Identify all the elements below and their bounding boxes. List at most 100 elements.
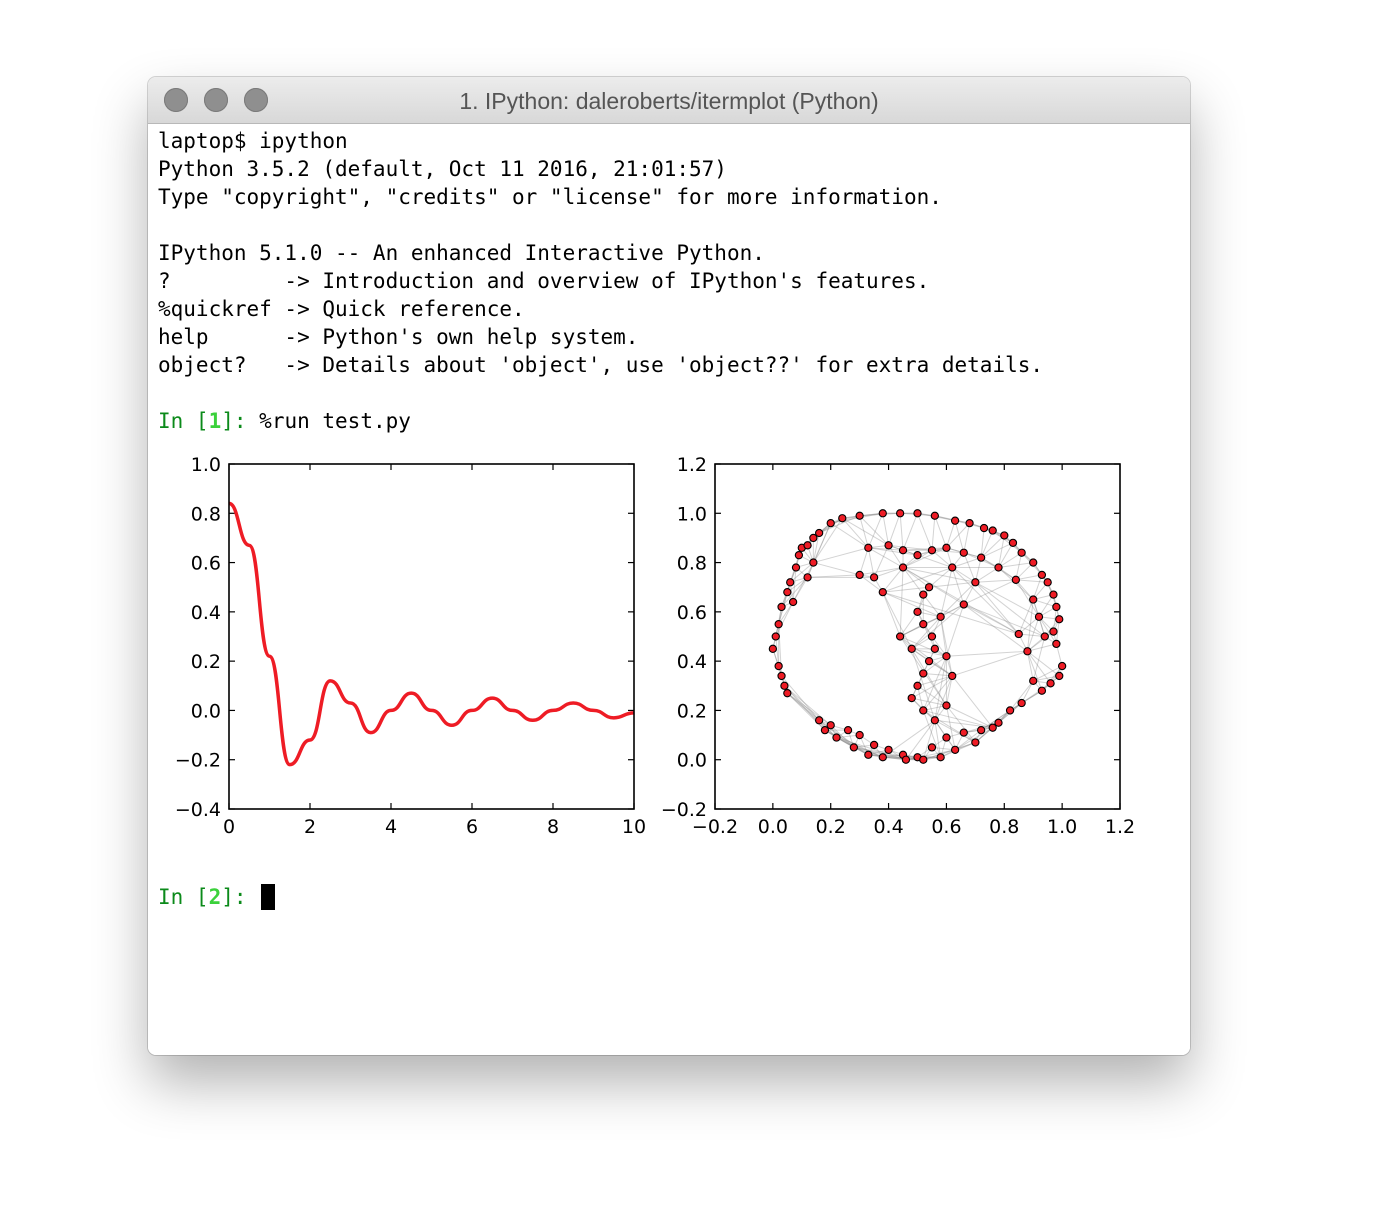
edge (841, 517, 869, 549)
edge (951, 567, 976, 583)
data-point (1052, 639, 1061, 649)
edge (1009, 680, 1034, 711)
edge (917, 587, 930, 613)
edge (911, 697, 947, 706)
data-point (864, 750, 873, 759)
edge (786, 692, 820, 721)
terminal-content[interactable]: laptop$ ipython Python 3.5.2 (default, O… (148, 124, 1190, 1055)
edge (787, 576, 808, 593)
data-point (1029, 558, 1038, 567)
edge (899, 611, 918, 637)
edge (902, 567, 976, 583)
data-point (1034, 612, 1044, 621)
y-tick-label: 0.8 (677, 553, 707, 575)
data-point (1011, 575, 1021, 584)
data-point (878, 587, 887, 597)
edge (899, 567, 904, 637)
input-prompt-2[interactable]: In [2]: (158, 883, 276, 911)
data-point (930, 716, 940, 725)
edge (824, 729, 869, 756)
edge (946, 705, 993, 729)
edge (954, 729, 982, 751)
data-point (927, 632, 937, 641)
line-chart: 0 2 4 6 8 10 1.0 0.8 0.6 0.4 0.2 0.0 −0.2 −0.4 (175, 454, 646, 838)
data-point (788, 597, 798, 607)
data-point (971, 738, 980, 747)
edge (923, 709, 993, 729)
edge (975, 581, 1040, 618)
x-tick-label: 2 (304, 816, 316, 838)
data-point (1000, 531, 1009, 540)
data-point (988, 526, 997, 535)
edge (888, 513, 901, 546)
edge (882, 591, 941, 618)
edge (1015, 552, 1023, 580)
edge (992, 530, 1022, 554)
edge (952, 557, 982, 568)
data-point (1008, 538, 1018, 548)
x-tick-label: 4 (385, 816, 397, 838)
data-point (1055, 615, 1064, 624)
data-point (1005, 706, 1015, 715)
edge (998, 552, 1022, 568)
close-button[interactable] (164, 88, 188, 112)
data-point (994, 563, 1003, 572)
edge (867, 547, 875, 578)
edge (946, 522, 970, 549)
data-point (786, 578, 795, 587)
edge (873, 545, 890, 578)
data-point (907, 693, 916, 703)
terminal-line: Type "copyright", "credits" or "license"… (158, 185, 942, 209)
data-point (919, 706, 928, 715)
edge (934, 720, 942, 758)
edge (946, 650, 1028, 657)
edge (807, 522, 832, 578)
x-tick-label: 10 (622, 816, 646, 838)
data-point (1049, 627, 1058, 636)
edge (1018, 633, 1045, 637)
data-point (927, 546, 937, 555)
edge (792, 562, 814, 603)
edge (934, 719, 976, 743)
edge (784, 685, 832, 726)
edge (931, 549, 953, 568)
data-point (1040, 632, 1049, 641)
edge (940, 616, 947, 657)
edge (868, 547, 904, 551)
data-point (942, 701, 951, 710)
edge (781, 577, 808, 608)
edge (775, 601, 794, 637)
edge (807, 574, 860, 578)
data-point (878, 753, 887, 762)
edge (940, 567, 953, 617)
edge (899, 636, 953, 677)
y-tick-label: 0.4 (191, 602, 221, 624)
minimize-button[interactable] (204, 88, 228, 112)
plot-frame (228, 463, 635, 810)
data-point (919, 590, 928, 599)
data-point (1052, 602, 1061, 612)
data-point (919, 620, 928, 629)
text-cursor (261, 884, 276, 910)
edge (911, 616, 942, 650)
edge (951, 567, 1020, 635)
input-prompt-1: In [1]: %run test.py (158, 407, 411, 435)
data-point (924, 583, 934, 592)
edge (952, 650, 1028, 677)
data-point (950, 516, 960, 525)
scatter-chart: −0.2 0.0 0.2 0.4 0.6 0.8 1.0 1.2 1.2 1.0 0.8 0.6 0.4… (661, 454, 1135, 838)
edge (775, 636, 780, 667)
data-point (913, 607, 922, 617)
edge (867, 513, 884, 548)
edge (1015, 579, 1048, 583)
edge (963, 552, 976, 583)
edge (1018, 599, 1034, 635)
edge (818, 515, 860, 534)
zoom-button[interactable] (244, 88, 268, 112)
y-tick-label: 0.0 (191, 700, 221, 722)
edge (902, 567, 1019, 635)
data-point (971, 578, 980, 587)
title-bar[interactable]: 1. IPython: daleroberts/itermplot (Pytho… (148, 77, 1190, 124)
data-point (976, 725, 986, 735)
edge (917, 685, 947, 706)
